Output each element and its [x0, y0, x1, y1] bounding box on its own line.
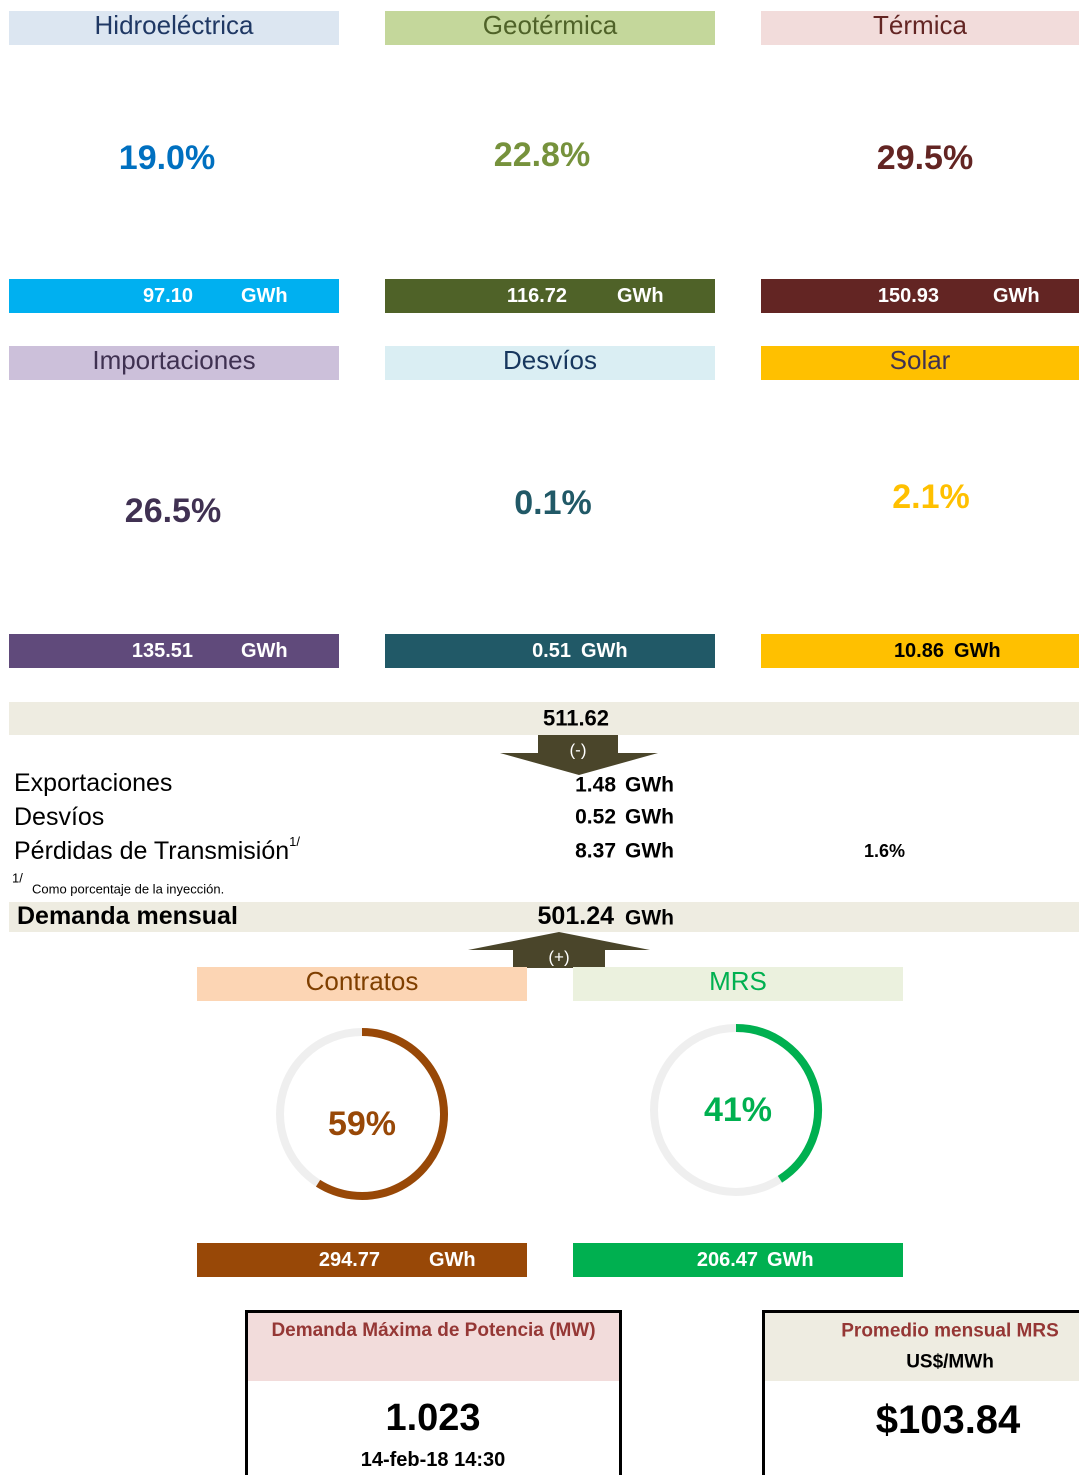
panel-header [9, 11, 339, 45]
energy-unit: GWh [767, 1249, 814, 1271]
energy-value: 294.77 [319, 1249, 380, 1271]
energy-bar [197, 1243, 527, 1277]
mrs-price-value: $103.84 [876, 1398, 1021, 1442]
energy-value: 0.51 [532, 640, 571, 662]
panel-header [761, 346, 1079, 380]
gauge-percent: 41% [704, 1091, 772, 1129]
max-demand-header [248, 1313, 619, 1381]
energy-unit: GWh [241, 640, 288, 662]
demand-band [9, 902, 1079, 932]
panel-title: Térmica [873, 10, 967, 40]
energy-bar [385, 634, 715, 668]
panel-title: Geotérmica [483, 10, 618, 40]
gauge-percent: 2.1% [892, 478, 970, 516]
gauge-percent: 0.1% [514, 484, 592, 522]
deduction-value: 8.37 [575, 840, 616, 863]
panel-title: Hidroeléctrica [95, 10, 254, 40]
energy-value: 97.10 [143, 285, 193, 307]
energy-bar [573, 1243, 903, 1277]
footnote-mark: 1/ [12, 871, 23, 886]
panel-header [573, 967, 903, 1001]
panel-title: Desvíos [503, 345, 597, 375]
gauge-arc [735, 1024, 822, 1183]
panel-title: MRS [709, 966, 767, 996]
mrs-price-unit: US$/MWh [906, 1352, 994, 1373]
panel-title: Contratos [306, 966, 419, 996]
energy-unit: GWh [429, 1249, 476, 1271]
deduction-name: Exportaciones [14, 769, 172, 797]
energy-value: 10.86 [894, 640, 944, 662]
energy-bar [9, 634, 339, 668]
panel-header [9, 346, 339, 380]
energy-value: 116.72 [507, 285, 567, 307]
injection-band [9, 702, 1079, 735]
deduction-name: Desvíos [14, 803, 104, 831]
energy-bar [761, 279, 1079, 313]
energy-value: 135.51 [132, 640, 193, 662]
demand-label: Demanda mensual [17, 902, 238, 930]
energy-unit: GWh [581, 640, 628, 662]
panel-title: Solar [890, 345, 951, 375]
deduction-unit: GWh [625, 840, 674, 863]
arrow-up-body [513, 948, 605, 968]
gauge-percent: 59% [328, 1105, 396, 1143]
footnote-text: Como porcentaje de la inyección. [32, 882, 224, 897]
deduction-name: Pérdidas de Transmisión1/ [14, 834, 300, 866]
max-demand-title-wrap: Demanda Máxima de Potencia (MW) [271, 1320, 596, 1341]
energy-bar [9, 279, 339, 313]
panel-header [385, 11, 715, 45]
mrs-price-header [765, 1313, 1079, 1381]
energy-unit: GWh [241, 285, 288, 307]
deduction-unit: GWh [625, 806, 674, 829]
max-demand-date: 14-feb-18 14:30 [361, 1449, 506, 1471]
gauge-percent: 22.8% [494, 136, 590, 174]
energy-value: 206.47 [697, 1249, 758, 1271]
energy-unit: GWh [617, 285, 664, 307]
energy-bar [761, 634, 1079, 668]
deduction-value: 0.52 [575, 806, 616, 829]
injection-total: 511.62 [543, 706, 609, 731]
deduction-unit: GWh [625, 774, 674, 797]
panel-header [197, 967, 527, 1001]
demand-value: 501.24 [538, 902, 615, 930]
note-mark: 1/ [289, 834, 300, 849]
energy-unit: GWh [954, 640, 1001, 662]
mrs-price-title: Promedio mensual MRS [841, 1321, 1059, 1342]
demand-unit: GWh [625, 907, 674, 930]
energy-unit: GWh [993, 285, 1040, 307]
deduction-value: 1.48 [575, 774, 616, 797]
panel-header [385, 346, 715, 380]
panel-title: Importaciones [92, 345, 255, 375]
energy-value: 150.93 [878, 285, 939, 307]
deduction-name-text: Pérdidas de Transmisión [14, 837, 289, 865]
gauge-percent: 19.0% [119, 139, 215, 177]
plus-label: (+) [548, 948, 569, 967]
max-demand-value: 1.023 [385, 1397, 480, 1439]
gauge-percent: 29.5% [877, 139, 973, 177]
loss-percent: 1.6% [864, 841, 905, 861]
minus-label: (-) [570, 741, 587, 760]
arrow-up-head [468, 932, 650, 950]
max-demand-title: Demanda Máxima de Potencia (MW) [271, 1320, 596, 1341]
panel-header [761, 11, 1079, 45]
gauge-percent: 26.5% [125, 492, 221, 530]
gauge-arc [315, 1028, 448, 1200]
arrow-down-body [538, 735, 618, 755]
arrow-down-head [500, 753, 658, 775]
energy-bar [385, 279, 715, 313]
